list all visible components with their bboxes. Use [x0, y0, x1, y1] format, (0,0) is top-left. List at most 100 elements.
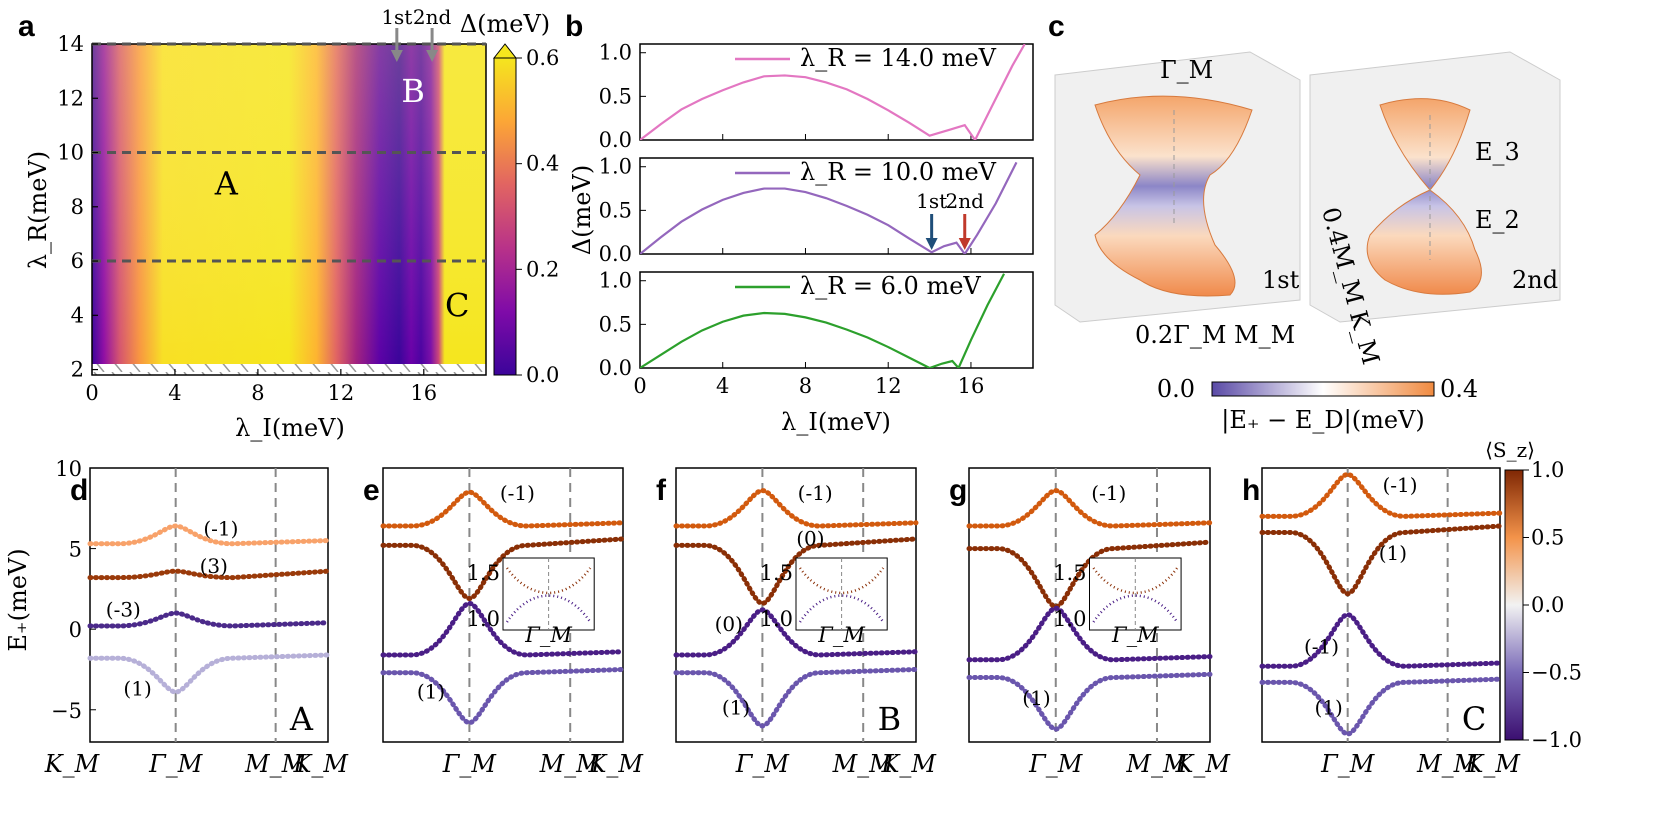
- legend-label: λ_R = 6.0 meV: [800, 272, 981, 300]
- inset-band-lower: [798, 594, 885, 623]
- band-winding-label: (-1): [203, 517, 238, 541]
- line-panel-b: 0.0 0.5 1.0 λ_R = 14.0 meV 0.0 0.5 1.0 λ_R = 10…: [568, 41, 1034, 436]
- line-ytick-label: 1.0: [599, 269, 632, 293]
- panel-label-a: a: [18, 10, 35, 43]
- panel-label-e: e: [363, 474, 380, 507]
- band-curve: [966, 488, 1213, 529]
- band-xtick-label: Γ_M: [735, 750, 791, 778]
- region-label-c: C: [445, 286, 469, 324]
- band-curve: [673, 488, 919, 529]
- heatmap-colorbar: [493, 57, 517, 376]
- colorbar-tick-label: 0.0: [526, 363, 559, 387]
- band-curve: [673, 536, 919, 606]
- lines-xlabel: λ_I(meV): [781, 408, 891, 436]
- band-xtick-label: K_M: [292, 750, 349, 778]
- surface-1: [1094, 95, 1253, 297]
- band-ytick-label: 0: [69, 618, 82, 642]
- panel-label-d: d: [70, 474, 88, 507]
- inset-ytick-label: 1.0: [1053, 607, 1086, 631]
- band-xtick-label: K_M: [587, 750, 644, 778]
- inset-band-lower: [505, 594, 592, 623]
- line-ytick-label: 0.5: [599, 84, 632, 108]
- heatmap-arrow-label: 1st: [381, 5, 412, 29]
- band-xtick-label: Γ_M: [442, 750, 498, 778]
- colorbar-tick-label: 0.2: [526, 257, 559, 281]
- line-subplot-frame: [639, 43, 1034, 141]
- sz-tick-label: 0.5: [1531, 526, 1564, 550]
- inset-ytick-label: 1.5: [467, 561, 500, 585]
- band-panel-frame: [382, 467, 624, 743]
- heatmap-xtick-label: 16: [410, 381, 437, 405]
- band-winding-label: (0): [796, 526, 824, 550]
- colorbar-tick-label: 0.4: [526, 152, 559, 176]
- region-label-b: B: [401, 72, 425, 110]
- band-xtick-label: M_M: [1125, 750, 1189, 778]
- band-curve: [87, 523, 331, 547]
- panel-label-c: c: [1048, 10, 1065, 43]
- band-curve: [87, 610, 331, 629]
- line-xtick-label: 0: [633, 374, 646, 398]
- line-arrow-label: 1st: [916, 189, 947, 213]
- band-panel-frame: [675, 467, 917, 743]
- line-ytick-label: 1.0: [599, 155, 632, 179]
- band-winding-label: (-1): [798, 481, 833, 505]
- band-curve: [1259, 471, 1503, 519]
- line-xtick-label: 4: [716, 374, 729, 398]
- band-xtick-label: K_M: [1464, 750, 1521, 778]
- band-xtick-label: K_M: [880, 750, 937, 778]
- band-xtick-label: M_M: [1416, 750, 1480, 778]
- heatmap-arrow-label: 2nd: [413, 5, 452, 29]
- band-curve: [1259, 612, 1503, 669]
- colorbar-extend-arrow: [492, 43, 518, 59]
- inset-ytick-label: 1.5: [1053, 561, 1086, 585]
- inset-band-upper: [1092, 567, 1179, 594]
- line-ytick-label: 0.0: [599, 128, 632, 152]
- surface-colorbar: [1211, 381, 1435, 397]
- band-xtick-label: K_M: [44, 750, 101, 778]
- band-curve: [380, 536, 626, 602]
- bands-ylabel: E₊(meV): [4, 548, 32, 651]
- inset-xtick-label: Γ_M: [524, 623, 572, 647]
- second-label: 2nd: [1512, 266, 1558, 294]
- heatmap-ytick-label: 2: [71, 358, 84, 382]
- axis1-label: 0.2Γ_M M_M: [1135, 321, 1295, 349]
- band-xtick-label: Γ_M: [1320, 750, 1376, 778]
- line-arrow-head: [958, 238, 971, 250]
- e3-label: E_3: [1475, 138, 1520, 166]
- band-curve: [87, 568, 331, 581]
- surface-panel-c: Γ_M 1st 0.2Γ_M M_M E_3 E_2 2nd 0.4M_M K_…: [1054, 51, 1561, 435]
- sz-colorbar-label: ⟨S_z⟩: [1485, 438, 1535, 462]
- band-panel-frame: [1261, 467, 1501, 743]
- band-curve: [380, 600, 626, 658]
- inset-band-upper: [505, 567, 592, 594]
- band-curve: [380, 666, 626, 726]
- line-ytick-label: 0.0: [599, 242, 632, 266]
- band-curve: [380, 489, 626, 529]
- band-winding-label: (-3): [106, 597, 141, 621]
- line-xtick-label: 16: [958, 374, 985, 398]
- heatmap-xtick-label: 8: [251, 381, 264, 405]
- band-curve: [1259, 523, 1503, 597]
- band-curve: [966, 671, 1213, 732]
- band-panel-frame: [89, 467, 329, 743]
- legend-label: λ_R = 14.0 meV: [800, 44, 997, 72]
- surface-2: [1366, 98, 1482, 295]
- line-series-1: [640, 161, 1018, 254]
- heatmap-ytick-label: 12: [57, 86, 84, 110]
- band-winding-label: (1): [1022, 686, 1050, 710]
- line-ytick-label: 0.5: [599, 312, 632, 336]
- band-ytick-label: 5: [69, 538, 82, 562]
- band-xtick-label: K_M: [1174, 750, 1231, 778]
- region-label-a: A: [214, 164, 239, 202]
- band-curve: [673, 666, 919, 729]
- heatmap-arrow-head: [426, 50, 439, 62]
- sz-tick-label: −0.5: [1531, 661, 1582, 685]
- band-ytick-label: 10: [55, 457, 82, 481]
- legend-label: λ_R = 10.0 meV: [800, 158, 997, 186]
- heatmap-xtick-label: 0: [85, 381, 98, 405]
- sz-tick-label: 0.0: [1531, 593, 1564, 617]
- line-ytick-label: 0.5: [599, 198, 632, 222]
